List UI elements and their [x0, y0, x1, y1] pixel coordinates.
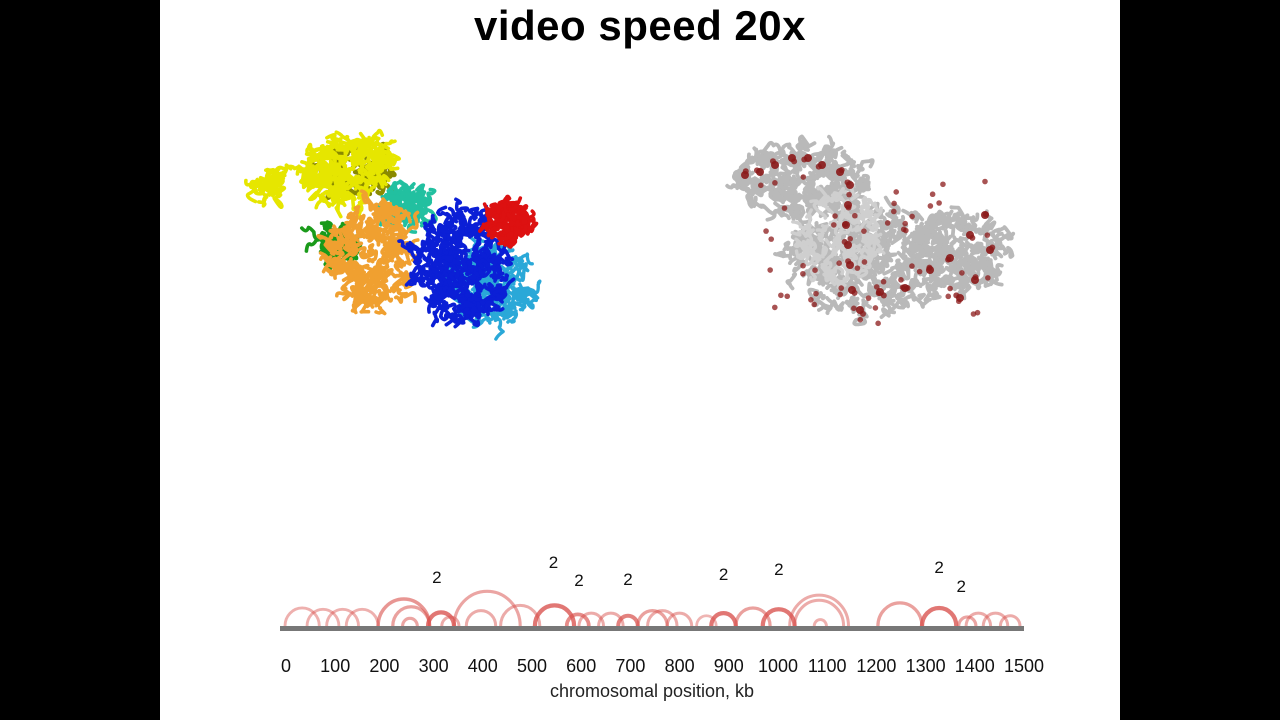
- contact-arc: [793, 598, 846, 627]
- contact-arc: [919, 605, 959, 627]
- contact-arc: [325, 607, 360, 627]
- x-tick-label: 100: [320, 656, 350, 676]
- contact-arc: [305, 607, 341, 627]
- contact-arc: [616, 613, 640, 627]
- chromosome-structure-colored-icon: [244, 128, 542, 341]
- contact-arc: [283, 606, 321, 627]
- contact-arc: [734, 606, 772, 627]
- contact-arc: [788, 593, 850, 627]
- count-label: 2: [623, 570, 632, 589]
- arc-diagram: 222 2 2 2 22 0 100 200 300 400 500 600 700 800 900 100…: [280, 553, 1044, 701]
- count-label: 2: [956, 577, 965, 596]
- contact-arc: [981, 611, 1010, 627]
- x-tick-label: 900: [714, 656, 744, 676]
- count-label: 2: [432, 568, 441, 587]
- contact-arc: [876, 601, 924, 627]
- contact-arc: [440, 615, 461, 627]
- x-tick-label: 1200: [856, 656, 896, 676]
- x-tick-label: 200: [369, 656, 399, 676]
- count-label: 2: [934, 558, 943, 577]
- contact-arc: [695, 614, 718, 627]
- x-tick-label: 600: [566, 656, 596, 676]
- contact-arc: [401, 616, 419, 627]
- x-tick-label: 800: [665, 656, 695, 676]
- x-tick-label: 1400: [955, 656, 995, 676]
- chromosome-baseline: [280, 626, 1024, 631]
- contact-arc: [564, 612, 591, 627]
- x-axis-label: chromosomal position, kb: [550, 681, 754, 701]
- contact-arc: [597, 611, 625, 627]
- x-tick-label: 1000: [758, 656, 798, 676]
- contact-arc: [646, 609, 679, 627]
- x-axis-ticks: 0 100 200 300 400 500 600 700 800 900 1000 1100 1200…: [281, 656, 1044, 676]
- video-title: video speed 20x: [474, 2, 806, 49]
- count-label: 2: [719, 565, 728, 584]
- count-labels: 222 2 2 2 22: [432, 553, 966, 596]
- x-tick-label: 700: [615, 656, 645, 676]
- x-tick-label: 1100: [808, 656, 847, 676]
- x-tick-label: 400: [468, 656, 498, 676]
- x-tick-label: 0: [281, 656, 291, 676]
- arc-series: [283, 589, 1022, 627]
- contact-arc: [577, 611, 605, 627]
- contact-arc: [957, 615, 978, 627]
- count-label: 2: [549, 553, 558, 572]
- contact-arc: [464, 609, 498, 627]
- contact-arc: [636, 609, 669, 627]
- contact-arc: [998, 614, 1022, 627]
- contact-arc: [665, 611, 694, 627]
- count-label: 2: [774, 560, 783, 579]
- contact-arc: [760, 607, 797, 627]
- structure-panels: [244, 128, 1016, 341]
- chromosome-structure-gray-icon: [725, 134, 1016, 327]
- contact-arc: [452, 589, 522, 627]
- x-tick-label: 300: [419, 656, 449, 676]
- x-tick-label: 1300: [906, 656, 946, 676]
- contact-arc: [812, 618, 828, 627]
- contact-arc: [344, 607, 380, 627]
- x-tick-label: 500: [517, 656, 547, 676]
- x-tick-label: 1500: [1004, 656, 1044, 676]
- contact-arc: [964, 611, 993, 627]
- count-label: 2: [574, 571, 583, 590]
